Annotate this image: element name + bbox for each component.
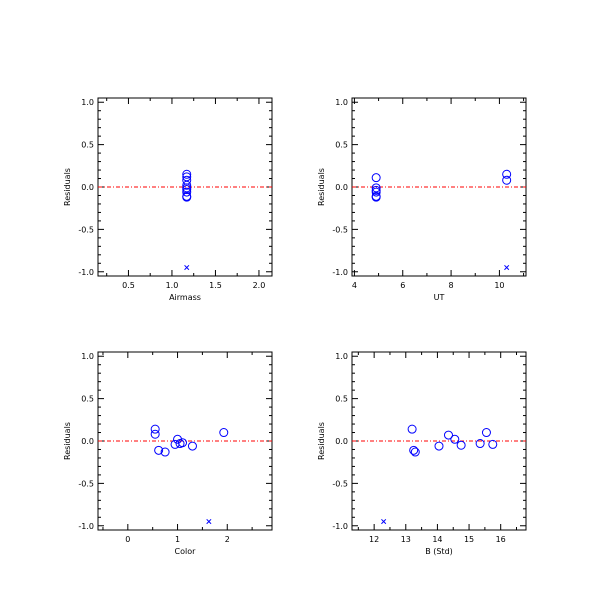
- residual-panel-4: 12 13 14 15 16 -1.0 -0.5 0.0 0.5 1.0 B (Std) Residu…: [317, 351, 527, 556]
- x-tick-label: 1.0: [166, 281, 179, 290]
- data-point: [182, 180, 192, 190]
- x-tick-label: 13: [401, 535, 411, 544]
- data-point: [407, 424, 417, 434]
- data-point: [160, 447, 170, 457]
- y-tick-label: 0.5: [81, 395, 94, 404]
- data-point: [410, 447, 420, 457]
- y-tick-label: 0.5: [335, 141, 348, 150]
- y-tick-label: -1.0: [78, 268, 94, 277]
- x-tick-label: 12: [369, 535, 379, 544]
- y-tick-label: 1.0: [335, 352, 348, 361]
- x-tick-label: 14: [432, 535, 442, 544]
- data-point: [173, 434, 183, 444]
- y-tick-label: 1.0: [81, 352, 94, 361]
- x-tick-label: 2: [225, 535, 230, 544]
- outlier-point: [381, 518, 387, 525]
- data-point: [434, 441, 444, 451]
- residual-panel-1: 0.5 1.0 1.5 2.0 -1.0 -0.5 0.0 0.5 1.0 Airmass Resi…: [63, 97, 273, 302]
- y-tick-label: 0.0: [335, 183, 348, 192]
- x-tick-label: 2.0: [253, 281, 266, 290]
- x-axis-label: UT: [434, 293, 445, 302]
- x-axis-label: Color: [175, 547, 197, 556]
- y-tick-label: -0.5: [332, 479, 348, 488]
- outlier-stroke: [206, 518, 212, 525]
- x-tick-label: 1: [175, 535, 180, 544]
- data-point: [409, 445, 419, 455]
- x-tick-label: 10: [494, 281, 504, 290]
- data-point: [488, 439, 498, 449]
- data-point: [502, 175, 512, 185]
- outlier-point: [184, 264, 190, 271]
- y-tick-label: 0.0: [81, 437, 94, 446]
- y-tick-label: 1.0: [335, 98, 348, 107]
- data-point: [182, 169, 192, 179]
- data-point: [150, 429, 160, 439]
- data-point: [182, 192, 192, 202]
- y-axis-label: Residuals: [63, 168, 72, 206]
- y-tick-label: 1.0: [81, 98, 94, 107]
- x-axis-label: B (Std): [425, 547, 453, 556]
- y-axis-label: Residuals: [317, 422, 326, 460]
- x-tick-label: 0: [125, 535, 130, 544]
- y-tick-label: 0.0: [81, 183, 94, 192]
- x-tick-label: 8: [449, 281, 454, 290]
- data-point: [182, 187, 192, 197]
- data-point: [150, 424, 160, 434]
- y-tick-label: -1.0: [332, 268, 348, 277]
- data-point: [475, 439, 485, 449]
- data-point: [481, 428, 491, 438]
- residual-panel-3: 0 1 2 -1.0 -0.5 0.0 0.5 1.0 Color Residuals: [63, 351, 273, 556]
- outlier-stroke: [504, 264, 510, 271]
- outlier-point: [504, 264, 510, 271]
- data-point: [502, 169, 512, 179]
- data-point: [371, 187, 381, 197]
- y-tick-label: -1.0: [332, 522, 348, 531]
- y-axis-label: Residuals: [63, 422, 72, 460]
- data-point: [456, 440, 466, 450]
- outlier-stroke: [184, 264, 190, 271]
- x-tick-label: 4: [352, 281, 357, 290]
- data-point: [371, 173, 381, 183]
- data-point: [371, 192, 381, 202]
- data-point: [443, 430, 453, 440]
- y-tick-label: 0.0: [335, 437, 348, 446]
- x-tick-label: 15: [464, 535, 474, 544]
- x-tick-label: 0.5: [122, 281, 135, 290]
- x-tick-label: 1.5: [209, 281, 222, 290]
- x-axis-label: Airmass: [169, 293, 201, 302]
- y-tick-label: -1.0: [78, 522, 94, 531]
- data-point: [187, 441, 197, 451]
- outlier-point: [206, 518, 212, 525]
- y-axis-label: Residuals: [317, 168, 326, 206]
- residual-panel-2: 4 6 8 10 -1.0 -0.5 0.0 0.5 1.0 UT Residuals: [317, 97, 527, 302]
- data-point: [154, 445, 164, 455]
- outlier-stroke: [381, 518, 387, 525]
- y-tick-label: -0.5: [78, 225, 94, 234]
- data-point: [219, 428, 229, 438]
- data-point: [450, 434, 460, 444]
- y-tick-label: -0.5: [332, 225, 348, 234]
- data-point: [178, 438, 188, 448]
- x-tick-label: 6: [400, 281, 405, 290]
- y-tick-label: 0.5: [335, 395, 348, 404]
- x-tick-label: 16: [496, 535, 506, 544]
- y-tick-label: 0.5: [81, 141, 94, 150]
- y-tick-label: -0.5: [78, 479, 94, 488]
